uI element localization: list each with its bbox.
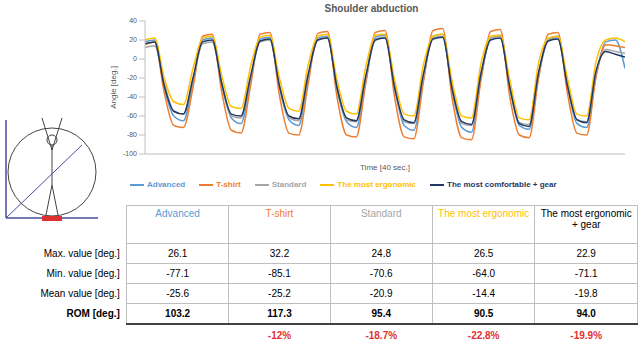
svg-text:-100: -100 [123, 150, 137, 157]
html-text:Max. value [deg.]: Max. value [deg.] [43, 248, 120, 259]
svg-text:-20: -20 [127, 74, 137, 81]
html-text:-20.9: -20.9 [369, 288, 393, 299]
svg-text:-40: -40 [127, 93, 137, 100]
html-text:-14.4: -14.4 [472, 288, 495, 299]
html-text:26.5: 26.5 [473, 248, 494, 259]
html-text:Advanced: Advanced [147, 180, 186, 189]
html-text:90.5: 90.5 [473, 307, 494, 319]
html-text:-77.1: -77.1 [166, 268, 189, 279]
html-text:Advanced: Advanced [155, 208, 200, 219]
html-text:The most comfortable + gear: The most comfortable + gear [447, 180, 557, 189]
html-text:T-shirt: T-shirt [216, 180, 241, 189]
html-text:94.0: 94.0 [576, 307, 596, 319]
html-text:-19.9%: -19.9% [570, 329, 602, 341]
html-text:The most ergonomic + gear: The most ergonomic + gear [540, 208, 632, 230]
html-text:-70.6: -70.6 [369, 268, 393, 279]
html-text:Mean value [deg.]: Mean value [deg.] [40, 288, 120, 299]
html-text:-19.8: -19.8 [574, 288, 598, 299]
svg-text:Time [40 sec.]: Time [40 sec.] [360, 163, 410, 172]
html-text:Shoulder abduction: Shoulder abduction [324, 3, 419, 14]
html-text:-71.1: -71.1 [574, 268, 598, 279]
html-text:-22.8%: -22.8% [467, 329, 500, 341]
svg-text:20: 20 [129, 36, 137, 43]
svg-text:0: 0 [133, 55, 137, 62]
html-text:The most ergonomic: The most ergonomic [438, 208, 530, 219]
html-text:103.2: 103.2 [165, 307, 191, 319]
html-text:Min. value [deg.]: Min. value [deg.] [46, 268, 120, 279]
html-text:-12%: -12% [267, 329, 292, 341]
html-text:95.4: 95.4 [371, 307, 391, 319]
svg-text:Angle [deg.]: Angle [deg.] [109, 66, 118, 109]
html-text:T-shirt: T-shirt [265, 208, 294, 219]
html-text:22.9: 22.9 [576, 248, 596, 259]
html-text:-85.1: -85.1 [268, 268, 291, 279]
html-text:-25.2: -25.2 [268, 288, 291, 299]
html-text:The most ergonomic: The most ergonomic [337, 180, 416, 189]
html-text:Standard: Standard [361, 208, 402, 219]
html-text:117.3: 117.3 [267, 307, 292, 319]
html-text:26.1: 26.1 [167, 248, 188, 259]
html-text:ROM [deg.]: ROM [deg.] [66, 308, 120, 319]
html-text:-18.7%: -18.7% [365, 329, 398, 341]
svg-text:-60: -60 [127, 112, 137, 119]
html-text:Standard: Standard [271, 180, 307, 189]
html-text:-64.0: -64.0 [472, 268, 495, 279]
html-text:24.8: 24.8 [371, 248, 391, 259]
html-text:-25.6: -25.6 [166, 288, 189, 299]
html-text:32.2: 32.2 [269, 248, 290, 259]
svg-text:40: 40 [129, 17, 137, 24]
svg-text:-80: -80 [127, 131, 137, 138]
